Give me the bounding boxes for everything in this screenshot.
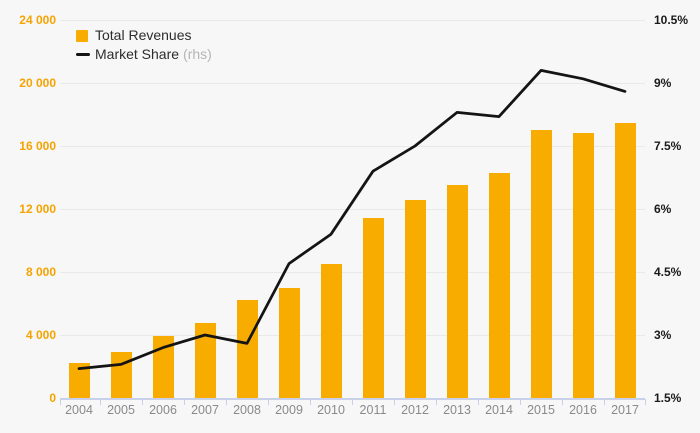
right-axis-tick-label: 10.5% <box>654 13 689 27</box>
x-axis-label-2007: 2007 <box>191 403 219 417</box>
bar-2014 <box>488 172 510 398</box>
legend-item-market-share[interactable]: Market Share (rhs) <box>76 45 212 64</box>
x-axis-label-2010: 2010 <box>317 403 345 417</box>
bar-2017 <box>614 123 636 398</box>
right-axis-tick-label: 7.5% <box>654 139 682 153</box>
bar-2011 <box>362 218 384 398</box>
right-axis-tick-label: 1.5% <box>654 391 682 405</box>
x-axis-line <box>60 398 645 400</box>
left-axis-tick-label: 8 000 <box>25 265 56 279</box>
right-axis-tick-label: 4.5% <box>654 265 682 279</box>
right-axis-tick-label: 3% <box>654 328 672 342</box>
legend-label-total-revenues: Total Revenues <box>95 27 192 43</box>
bar-2006 <box>152 335 174 398</box>
legend: Total Revenues Market Share (rhs) <box>76 26 212 64</box>
gridline <box>60 20 645 21</box>
bar-2015 <box>530 130 552 398</box>
line-swatch-icon <box>76 53 90 56</box>
bar-2004 <box>68 362 90 398</box>
gridline <box>60 272 645 273</box>
left-axis-tick-label: 4 000 <box>25 328 56 342</box>
legend-label-rhs-suffix: (rhs) <box>183 46 212 62</box>
x-axis-label-2005: 2005 <box>107 403 135 417</box>
gridline <box>60 209 645 210</box>
x-axis-label-2014: 2014 <box>485 403 513 417</box>
x-axis-label-2017: 2017 <box>611 403 639 417</box>
x-axis-label-2009: 2009 <box>275 403 303 417</box>
bar-2005 <box>110 352 132 398</box>
legend-label-market-share: Market Share <box>95 46 180 62</box>
x-axis-label-2004: 2004 <box>65 403 93 417</box>
x-axis-label-2008: 2008 <box>233 403 261 417</box>
gridline <box>60 83 645 84</box>
bar-2007 <box>194 323 216 398</box>
x-axis-label-2016: 2016 <box>569 403 597 417</box>
bar-2009 <box>278 287 300 398</box>
bar-swatch-icon <box>76 29 88 42</box>
x-axis-label-2013: 2013 <box>443 403 471 417</box>
x-axis-label-2015: 2015 <box>527 403 555 417</box>
left-axis-tick-label: 16 000 <box>19 139 56 153</box>
bar-2010 <box>320 264 342 398</box>
x-axis-label-2006: 2006 <box>149 403 177 417</box>
gridline <box>60 146 645 147</box>
bar-2016 <box>572 133 594 398</box>
right-axis-tick-label: 6% <box>654 202 672 216</box>
bar-2012 <box>404 199 426 398</box>
left-axis-tick-label: 24 000 <box>19 13 56 27</box>
bar-2013 <box>446 185 468 398</box>
left-axis-tick-label: 0 <box>49 391 56 405</box>
bar-2008 <box>236 299 258 398</box>
right-axis-tick-label: 9% <box>654 76 672 90</box>
x-axis-label-2012: 2012 <box>401 403 429 417</box>
x-axis-label-2011: 2011 <box>359 403 387 417</box>
left-axis-tick-label: 12 000 <box>19 202 56 216</box>
gridline <box>60 335 645 336</box>
legend-item-total-revenues[interactable]: Total Revenues <box>76 26 212 45</box>
left-axis-tick-label: 20 000 <box>19 76 56 90</box>
